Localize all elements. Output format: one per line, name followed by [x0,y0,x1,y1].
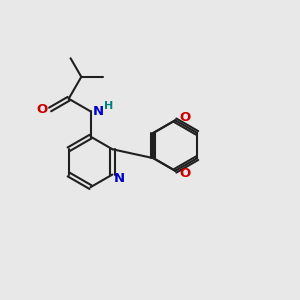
Text: O: O [179,167,190,180]
Text: O: O [179,111,190,124]
Text: O: O [36,103,47,116]
Text: N: N [92,105,104,118]
Text: N: N [113,172,124,185]
Text: H: H [104,101,113,111]
